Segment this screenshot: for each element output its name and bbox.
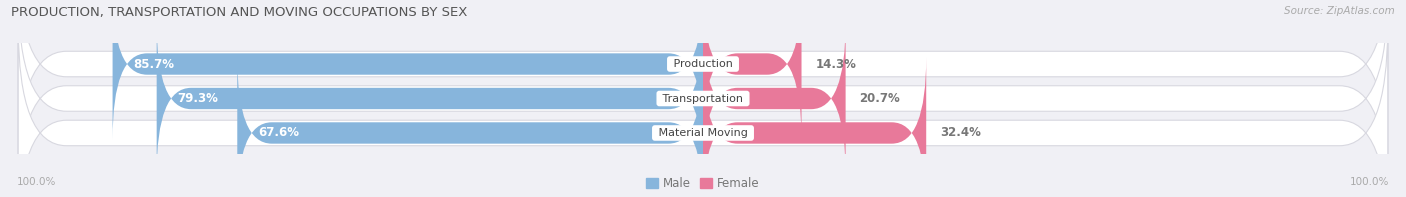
- Text: 20.7%: 20.7%: [859, 92, 900, 105]
- FancyBboxPatch shape: [703, 23, 845, 174]
- FancyBboxPatch shape: [156, 23, 703, 174]
- FancyBboxPatch shape: [703, 0, 801, 139]
- Text: PRODUCTION, TRANSPORTATION AND MOVING OCCUPATIONS BY SEX: PRODUCTION, TRANSPORTATION AND MOVING OC…: [11, 6, 468, 19]
- Text: 100.0%: 100.0%: [17, 177, 56, 187]
- FancyBboxPatch shape: [238, 58, 703, 197]
- Text: 100.0%: 100.0%: [1350, 177, 1389, 187]
- FancyBboxPatch shape: [18, 0, 1388, 197]
- Text: Source: ZipAtlas.com: Source: ZipAtlas.com: [1284, 6, 1395, 16]
- FancyBboxPatch shape: [18, 0, 1388, 172]
- FancyBboxPatch shape: [703, 58, 927, 197]
- Text: 14.3%: 14.3%: [815, 58, 856, 71]
- Text: Transportation: Transportation: [659, 94, 747, 103]
- Legend: Male, Female: Male, Female: [647, 177, 759, 190]
- Text: 32.4%: 32.4%: [941, 126, 981, 139]
- FancyBboxPatch shape: [18, 25, 1388, 197]
- Text: 79.3%: 79.3%: [177, 92, 218, 105]
- Text: Material Moving: Material Moving: [655, 128, 751, 138]
- Text: Production: Production: [669, 59, 737, 69]
- FancyBboxPatch shape: [112, 0, 703, 139]
- Text: 67.6%: 67.6%: [257, 126, 299, 139]
- Text: 85.7%: 85.7%: [134, 58, 174, 71]
